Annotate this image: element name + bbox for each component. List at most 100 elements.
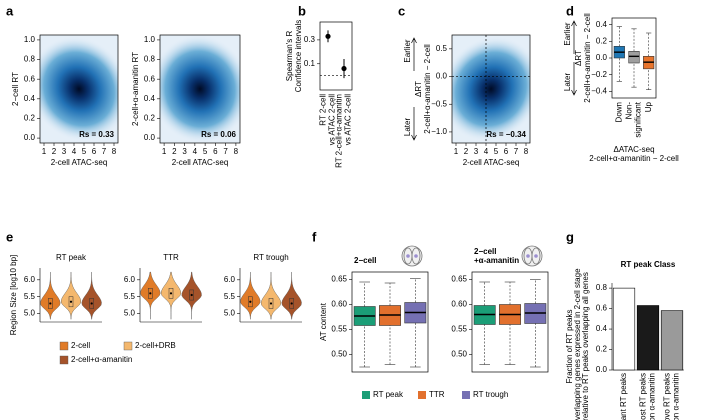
x-tick-label: 8 — [524, 147, 529, 156]
x-tick-label: 1 — [42, 147, 47, 156]
panel-title: RT trough — [253, 253, 288, 262]
y-axis-label: 2-cell+α-amanitin − 2-cell — [583, 13, 592, 103]
plot-frame — [39, 34, 119, 144]
point — [341, 65, 347, 72]
x-tick-label: vs ATAC 2-cell — [328, 94, 337, 145]
y-tick-label: −0.2 — [591, 70, 607, 79]
y-axis-label: Region Size [log10 bp] — [9, 255, 18, 336]
x-tick-label: upon α-amanitin — [648, 373, 657, 420]
x-tick-label: 4 — [484, 147, 489, 156]
direction-label: Earlier — [403, 39, 412, 62]
x-tick-label: 2 — [172, 147, 177, 156]
plot-frame — [451, 34, 531, 144]
median — [69, 300, 73, 303]
y-tick-label: 0.4 — [144, 94, 156, 103]
x-tick-label: 2 — [52, 147, 57, 156]
annotation: Rs = 0.06 — [201, 130, 236, 139]
box — [628, 51, 640, 64]
panel-letter: g — [566, 229, 574, 244]
y-tick-label: 0.2 — [596, 345, 608, 354]
y-tick-label: 1.0 — [144, 35, 156, 44]
legend-label: TTR — [429, 390, 445, 399]
x-tick-label: 6 — [504, 147, 509, 156]
y-tick-label: 0.0 — [24, 133, 36, 142]
y-tick-label: 0.2 — [596, 36, 608, 45]
y-axis-label: 2-cell+α-amanitin RT — [131, 52, 140, 126]
y-axis-label: 2-cell+α-amanitin − 2-cell — [423, 44, 432, 134]
x-tick-label: 7 — [223, 147, 228, 156]
y-tick-label: 0.60 — [331, 300, 347, 309]
y-tick-label: 0.65 — [331, 275, 347, 284]
y-axis-label: Spearman's R — [285, 31, 294, 82]
chart-title: RT peak Class — [621, 260, 676, 269]
inner-box — [148, 288, 153, 299]
y-tick-label: 0.60 — [451, 300, 467, 309]
y-tick-label: −1.0 — [431, 127, 447, 136]
x-tick-label: 2 — [464, 147, 469, 156]
y-tick-label: 0.0 — [436, 72, 448, 81]
x-tick-label: 6 — [213, 147, 218, 156]
panel-letter: b — [298, 3, 306, 18]
inner-box — [68, 296, 74, 308]
inner-box — [268, 298, 274, 309]
y-tick-label: 0.4 — [24, 94, 36, 103]
violin — [260, 271, 282, 320]
panel-title: +α-amanitin — [474, 256, 519, 265]
x-tick-label: RT 2-cell — [319, 94, 328, 126]
y-tick-label: 5.5 — [24, 292, 36, 301]
plot-frame — [351, 271, 429, 373]
delta-label: ΔRT — [574, 50, 583, 66]
legend-swatch — [59, 341, 69, 351]
legend-label: RT peak — [373, 390, 404, 399]
x-axis-label: 2-cell ATAC-seq — [172, 158, 229, 167]
panel-letter: a — [6, 3, 14, 18]
bar — [612, 287, 636, 371]
y-axis-label: overlapping genes expressed in 2-cell st… — [573, 268, 582, 420]
violin — [240, 271, 261, 320]
panel-title: RT peak — [56, 253, 87, 262]
y-tick-label: 0.5 — [436, 44, 448, 53]
x-axis-label: 2-cell ATAC-seq — [463, 158, 520, 167]
x-tick-label: 5 — [203, 147, 208, 156]
bar — [660, 310, 684, 371]
x-tick-label: 4 — [193, 147, 198, 156]
x-tick-label: Non- — [625, 102, 634, 120]
y-tick-label: 0.4 — [596, 20, 608, 29]
panel-letter: e — [6, 229, 13, 244]
x-axis-label: ΔATAC-seq — [613, 145, 654, 154]
y-axis-label: AT content — [319, 302, 328, 341]
x-tick-label: 4 — [72, 147, 77, 156]
y-tick-label: 0.6 — [596, 304, 608, 313]
density-cloud — [452, 35, 530, 143]
y-tick-label: 0.55 — [451, 325, 467, 334]
y-tick-label: 0.0 — [596, 365, 608, 374]
x-tick-label: vs ATAC 2-cell — [344, 94, 353, 145]
annotation: Rs = −0.34 — [486, 130, 526, 139]
y-axis-label: relative to RT peaks overlapping all gen… — [581, 272, 590, 420]
median — [149, 292, 152, 295]
legend-swatch — [418, 391, 426, 399]
direction-label: Earlier — [563, 22, 572, 45]
x-tick-label: 5 — [82, 147, 87, 156]
legend-swatch — [123, 341, 133, 351]
legend-label: 2-cell+DRB — [135, 341, 176, 350]
median — [269, 302, 273, 305]
y-tick-label: 0.4 — [596, 324, 608, 333]
y-tick-label: −0.4 — [591, 86, 607, 95]
density-cloud — [160, 35, 240, 143]
panel-letter: f — [312, 229, 317, 244]
y-tick-label: 0.2 — [24, 114, 36, 123]
plot-frame — [471, 271, 549, 373]
y-tick-label: 0.8 — [24, 55, 36, 64]
y-tick-label: 0.6 — [24, 74, 36, 83]
x-tick-label: Up — [644, 101, 653, 112]
inner-box — [189, 289, 194, 301]
plot-frame — [159, 34, 241, 144]
violin — [281, 271, 302, 320]
density — [452, 36, 530, 142]
direction-arrow — [571, 20, 577, 96]
x-tick-label: de novo RT peaks — [663, 373, 672, 420]
y-axis-label: 2−cell RT — [11, 72, 20, 106]
panel-title: 2−cell — [474, 247, 496, 256]
